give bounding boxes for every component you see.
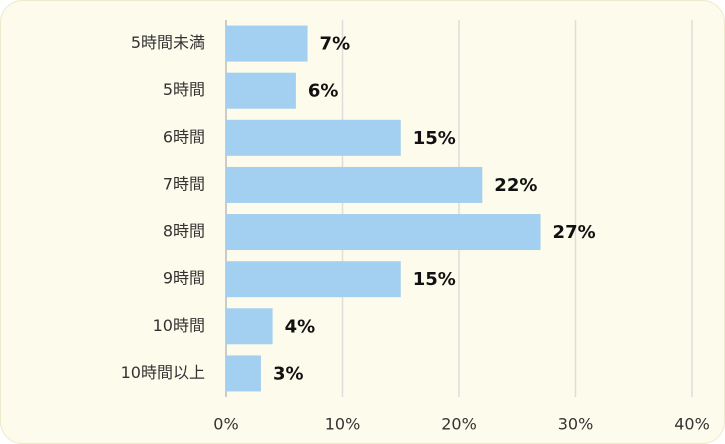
bar — [226, 119, 401, 156]
bar — [226, 25, 308, 62]
x-tick-label: 40% — [674, 415, 710, 434]
x-tick-label: 10% — [325, 415, 361, 434]
y-tick-label: 6時間 — [163, 127, 205, 146]
value-label: 7% — [320, 34, 351, 55]
y-tick-label: 10時間以上 — [121, 363, 205, 382]
x-tick-label: 30% — [558, 415, 594, 434]
bar — [226, 214, 541, 251]
x-tick-label: 0% — [213, 415, 238, 434]
y-tick-label: 5時間 — [163, 80, 205, 99]
value-label: 6% — [308, 81, 339, 102]
value-label: 15% — [413, 269, 456, 290]
value-label: 15% — [413, 128, 456, 149]
value-label: 4% — [285, 316, 316, 337]
bar — [226, 72, 296, 109]
y-tick-label: 5時間未満 — [131, 33, 205, 52]
y-tick-label: 8時間 — [163, 222, 205, 241]
value-label: 22% — [494, 175, 537, 196]
bar — [226, 261, 401, 298]
x-tick-label: 20% — [441, 415, 477, 434]
y-tick-label: 10時間 — [153, 316, 205, 335]
value-label: 3% — [273, 363, 304, 384]
bar — [226, 308, 273, 345]
bar — [226, 355, 261, 392]
value-label: 27% — [553, 222, 596, 243]
bar — [226, 166, 483, 203]
y-tick-label: 7時間 — [163, 174, 205, 193]
y-tick-label: 9時間 — [163, 269, 205, 288]
